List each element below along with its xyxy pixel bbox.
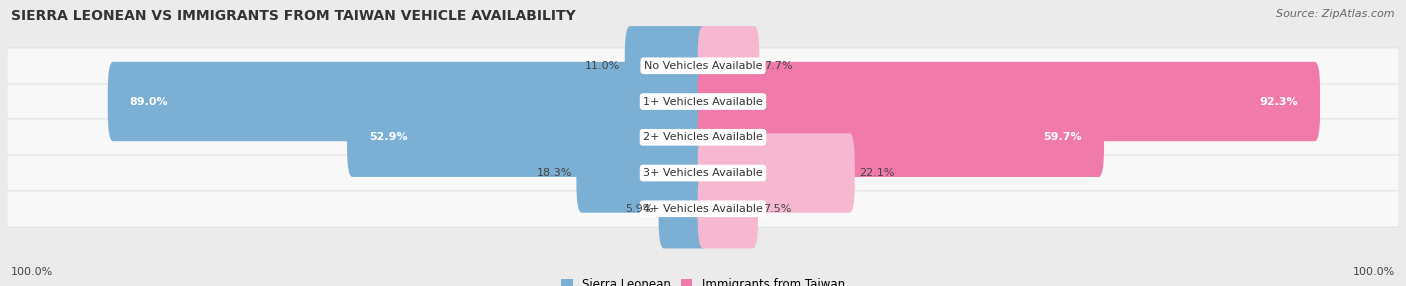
Text: 18.3%: 18.3% [536,168,572,178]
Bar [7,155,1399,191]
Bar [7,48,1399,84]
Text: 7.7%: 7.7% [763,61,793,71]
Text: 100.0%: 100.0% [1353,267,1395,277]
Text: 59.7%: 59.7% [1043,132,1083,142]
FancyBboxPatch shape [347,98,709,177]
Bar [7,84,1399,119]
Text: 89.0%: 89.0% [129,97,169,106]
Text: 92.3%: 92.3% [1260,97,1298,106]
FancyBboxPatch shape [697,133,855,213]
Text: SIERRA LEONEAN VS IMMIGRANTS FROM TAIWAN VEHICLE AVAILABILITY: SIERRA LEONEAN VS IMMIGRANTS FROM TAIWAN… [11,9,576,23]
Bar [7,191,1399,227]
Bar [7,119,1399,155]
FancyBboxPatch shape [108,62,709,141]
Text: 2+ Vehicles Available: 2+ Vehicles Available [643,132,763,142]
FancyBboxPatch shape [658,169,709,249]
Text: 22.1%: 22.1% [859,168,896,178]
Text: 100.0%: 100.0% [11,267,53,277]
FancyBboxPatch shape [697,62,1320,141]
Text: 5.9%: 5.9% [626,204,654,214]
Text: 11.0%: 11.0% [585,61,620,71]
Text: 3+ Vehicles Available: 3+ Vehicles Available [643,168,763,178]
Text: 7.5%: 7.5% [762,204,792,214]
Text: No Vehicles Available: No Vehicles Available [644,61,762,71]
FancyBboxPatch shape [697,98,1104,177]
FancyBboxPatch shape [624,26,709,106]
Text: 1+ Vehicles Available: 1+ Vehicles Available [643,97,763,106]
Text: 52.9%: 52.9% [368,132,408,142]
Text: 4+ Vehicles Available: 4+ Vehicles Available [643,204,763,214]
Legend: Sierra Leonean, Immigrants from Taiwan: Sierra Leonean, Immigrants from Taiwan [561,278,845,286]
FancyBboxPatch shape [697,26,759,106]
Text: Source: ZipAtlas.com: Source: ZipAtlas.com [1277,9,1395,19]
FancyBboxPatch shape [576,133,709,213]
FancyBboxPatch shape [697,169,758,249]
